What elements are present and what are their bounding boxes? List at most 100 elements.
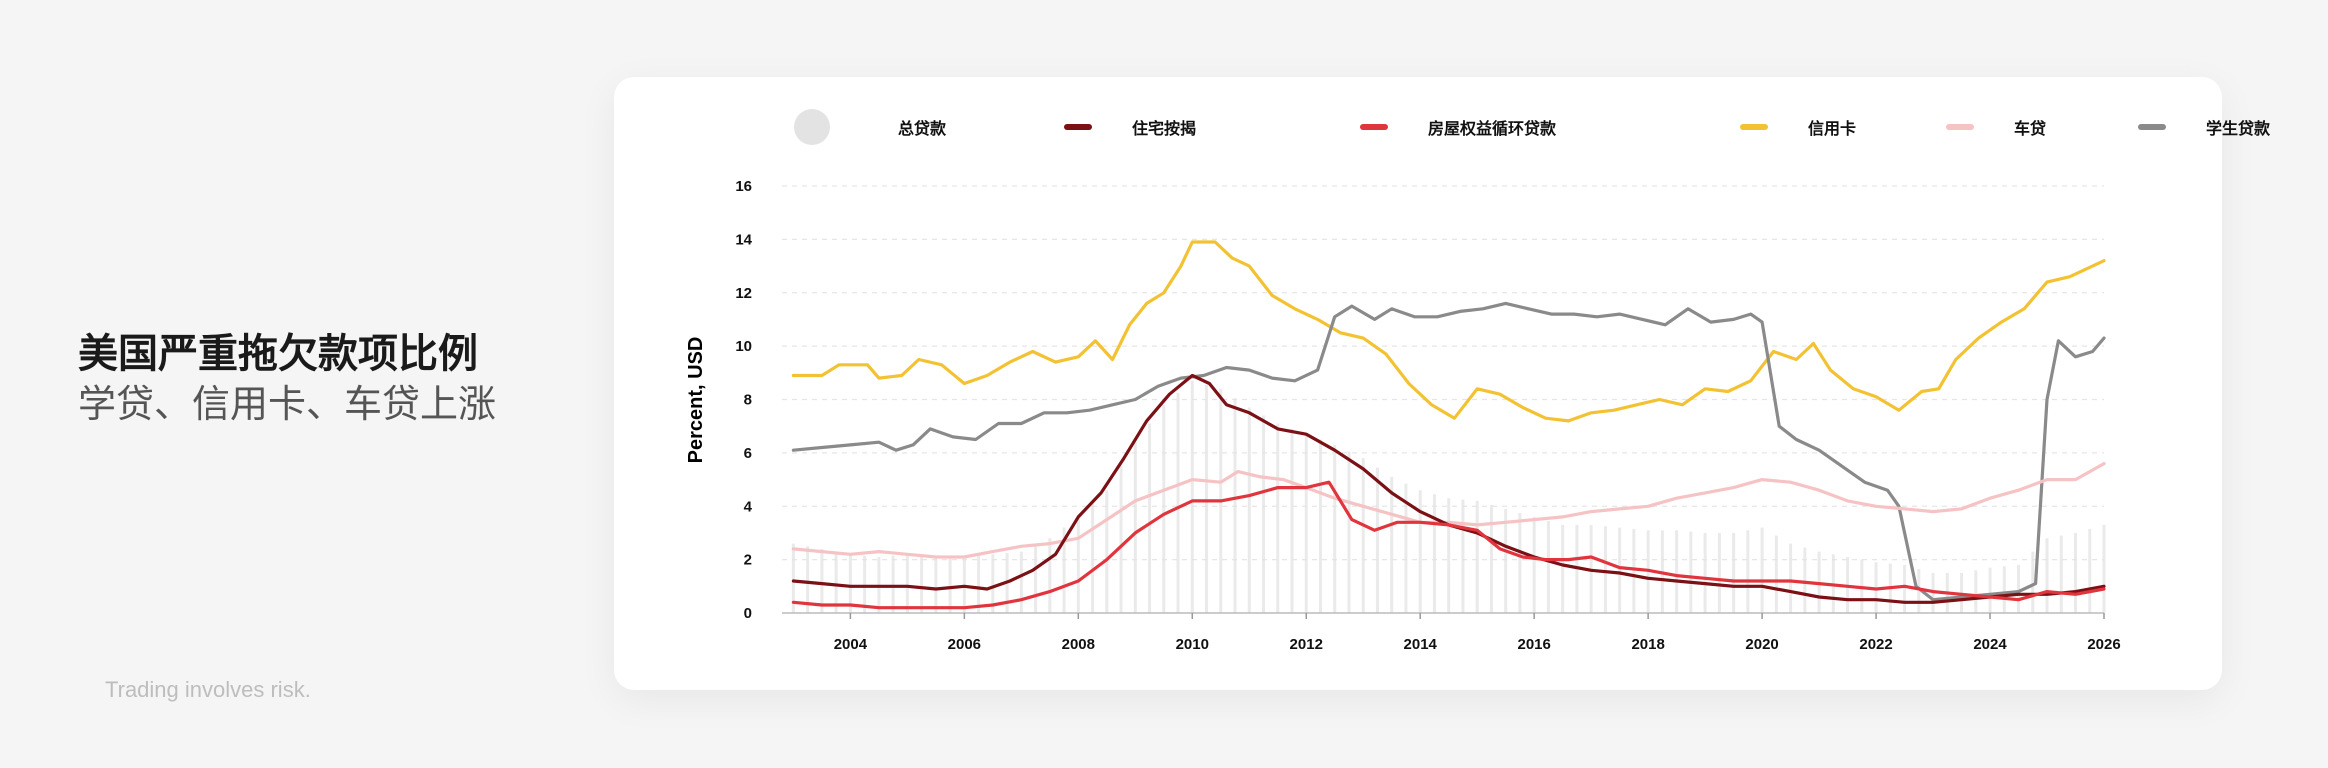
- series-line-credit_card: [791, 240, 2106, 423]
- chart-card: 总贷款 住宅按揭 房屋权益循环贷款 信用卡 车贷 学生贷款 0 2 4 6 8 10 12 1…: [614, 77, 2270, 690]
- y-tick-label: 10: [735, 338, 752, 355]
- total-loan-bar: [1746, 530, 1750, 613]
- total-loan-bar: [991, 554, 995, 613]
- series-line-mortgage: [791, 373, 2106, 604]
- x-tick-label: 2022: [1859, 636, 1892, 653]
- legend-item-heloc[interactable]: 房屋权益循环贷款: [1360, 110, 1556, 144]
- series-line-heloc: [791, 480, 2106, 610]
- legend-swatch-mortgage: [1064, 124, 1092, 130]
- total-loan-bar: [1475, 500, 1479, 613]
- total-loan-bar: [1304, 434, 1308, 613]
- total-loan-bar: [1532, 516, 1536, 613]
- legend-item-student[interactable]: 学生贷款: [2138, 110, 2270, 144]
- total-loan-bar: [1390, 476, 1394, 613]
- total-loan-bar: [1347, 451, 1351, 613]
- total-loan-bar: [1318, 439, 1322, 613]
- total-loan-bar: [1375, 467, 1379, 613]
- y-tick-label: 8: [744, 392, 752, 409]
- total-loan-bar: [1290, 428, 1294, 613]
- legend-swatch-total: [794, 109, 830, 145]
- side-title-block: 美国严重拖欠款项比例 学贷、信用卡、车贷上涨: [78, 330, 496, 430]
- total-loan-bar: [2074, 532, 2078, 613]
- total-loan-bar: [977, 555, 981, 613]
- total-loan-bar: [1162, 404, 1166, 613]
- total-loan-bar: [1247, 407, 1251, 613]
- total-loan-bar: [1148, 423, 1152, 613]
- axes: 0 2 4 6 8 10 12 14 16 2004 2006 2008 2010 2012 2014 201…: [735, 178, 2120, 653]
- total-loan-bar: [934, 556, 938, 613]
- legend-label-student: 学生贷款: [2206, 119, 2271, 138]
- legend-label-auto: 车贷: [2014, 119, 2047, 138]
- total-loan-bar: [1447, 498, 1451, 613]
- y-tick-label: 12: [735, 285, 752, 302]
- total-loan-bar: [1988, 567, 1992, 613]
- total-loan-bar: [1618, 527, 1622, 613]
- legend-label-credit-card: 信用卡: [1808, 119, 1857, 138]
- x-tick-label: 2024: [1973, 636, 2007, 653]
- total-loan-bar: [863, 555, 867, 613]
- total-loan-bar: [806, 546, 810, 613]
- legend-item-mortgage[interactable]: 住宅按揭: [1064, 110, 1196, 144]
- total-loan-bar: [1789, 543, 1793, 613]
- y-tick-label: 6: [744, 445, 752, 462]
- x-tick-label: 2016: [1517, 636, 1550, 653]
- y-axis-label: Percent, USD: [685, 337, 707, 464]
- x-tick-label: 2010: [1176, 636, 1209, 653]
- legend-swatch-student: [2138, 124, 2166, 130]
- total-loan-bar: [1703, 532, 1707, 613]
- total-loan-bar: [1205, 384, 1209, 613]
- legend-swatch-auto: [1946, 124, 1974, 130]
- total-loan-bar: [1461, 499, 1465, 613]
- total-loan-bar: [1076, 516, 1080, 613]
- x-tick-label: 2008: [1062, 636, 1095, 653]
- total-loan-bar: [1632, 528, 1636, 613]
- total-loan-bar: [1190, 380, 1194, 613]
- total-loan-bar: [1689, 531, 1693, 613]
- grid-lines: [782, 185, 2104, 561]
- total-loan-bar: [1803, 547, 1807, 613]
- y-tick-label: 2: [744, 552, 752, 569]
- y-tick-label: 4: [744, 498, 753, 515]
- total-loan-bar: [1091, 503, 1095, 613]
- legend-swatch-credit-card: [1740, 124, 1768, 130]
- x-tick-label: 2020: [1745, 636, 1778, 653]
- series-lines: [791, 240, 2106, 610]
- total-loan-bar: [1504, 508, 1508, 613]
- total-loan-bar: [834, 551, 838, 613]
- total-loan-bar: [848, 554, 852, 613]
- total-loan-bar: [1917, 568, 1921, 613]
- total-loan-bar: [1062, 527, 1066, 613]
- total-loan-bar: [1133, 442, 1137, 613]
- x-tick-label: 2004: [834, 636, 868, 653]
- total-loan-bar: [1518, 512, 1522, 613]
- total-loan-bar: [1105, 490, 1109, 613]
- page-subtitle: 学贷、信用卡、车贷上涨: [78, 382, 497, 426]
- total-loan-bar: [1019, 551, 1023, 613]
- total-loan-bar: [1262, 415, 1266, 613]
- chart-legend: 总贷款 住宅按揭 房屋权益循环贷款 信用卡 车贷 学生贷款: [794, 109, 2328, 145]
- legend-item-total[interactable]: 总贷款: [794, 109, 946, 145]
- x-tick-label: 2014: [1404, 636, 1438, 653]
- x-tick-label: 2006: [948, 636, 981, 653]
- total-loan-bar: [791, 543, 795, 613]
- total-loan-bar: [2031, 551, 2035, 613]
- legend-item-auto[interactable]: 车贷: [1946, 110, 2046, 144]
- total-loan-bar: [2059, 535, 2063, 613]
- series-line-student: [791, 301, 2106, 602]
- x-tick-label: 2018: [1631, 636, 1664, 653]
- total-loan-bar: [1418, 490, 1422, 613]
- x-tick-label: 2012: [1290, 636, 1323, 653]
- legend-item-credit-card[interactable]: 信用卡: [1740, 110, 1856, 144]
- total-loan-bar: [1675, 530, 1679, 613]
- total-loan-bar: [2002, 566, 2006, 613]
- total-loan-bar: [1760, 527, 1764, 613]
- total-loan-bar: [1361, 458, 1365, 613]
- x-tick-label: 2026: [2087, 636, 2120, 653]
- total-loan-bar: [1404, 483, 1408, 613]
- total-loan-bar: [1048, 538, 1052, 613]
- total-loan-bar: [1717, 532, 1721, 613]
- total-loan-bar: [1176, 392, 1180, 613]
- total-loan-bar: [2088, 528, 2092, 613]
- total-loan-bar: [920, 555, 924, 613]
- total-loan-bar: [1489, 504, 1493, 613]
